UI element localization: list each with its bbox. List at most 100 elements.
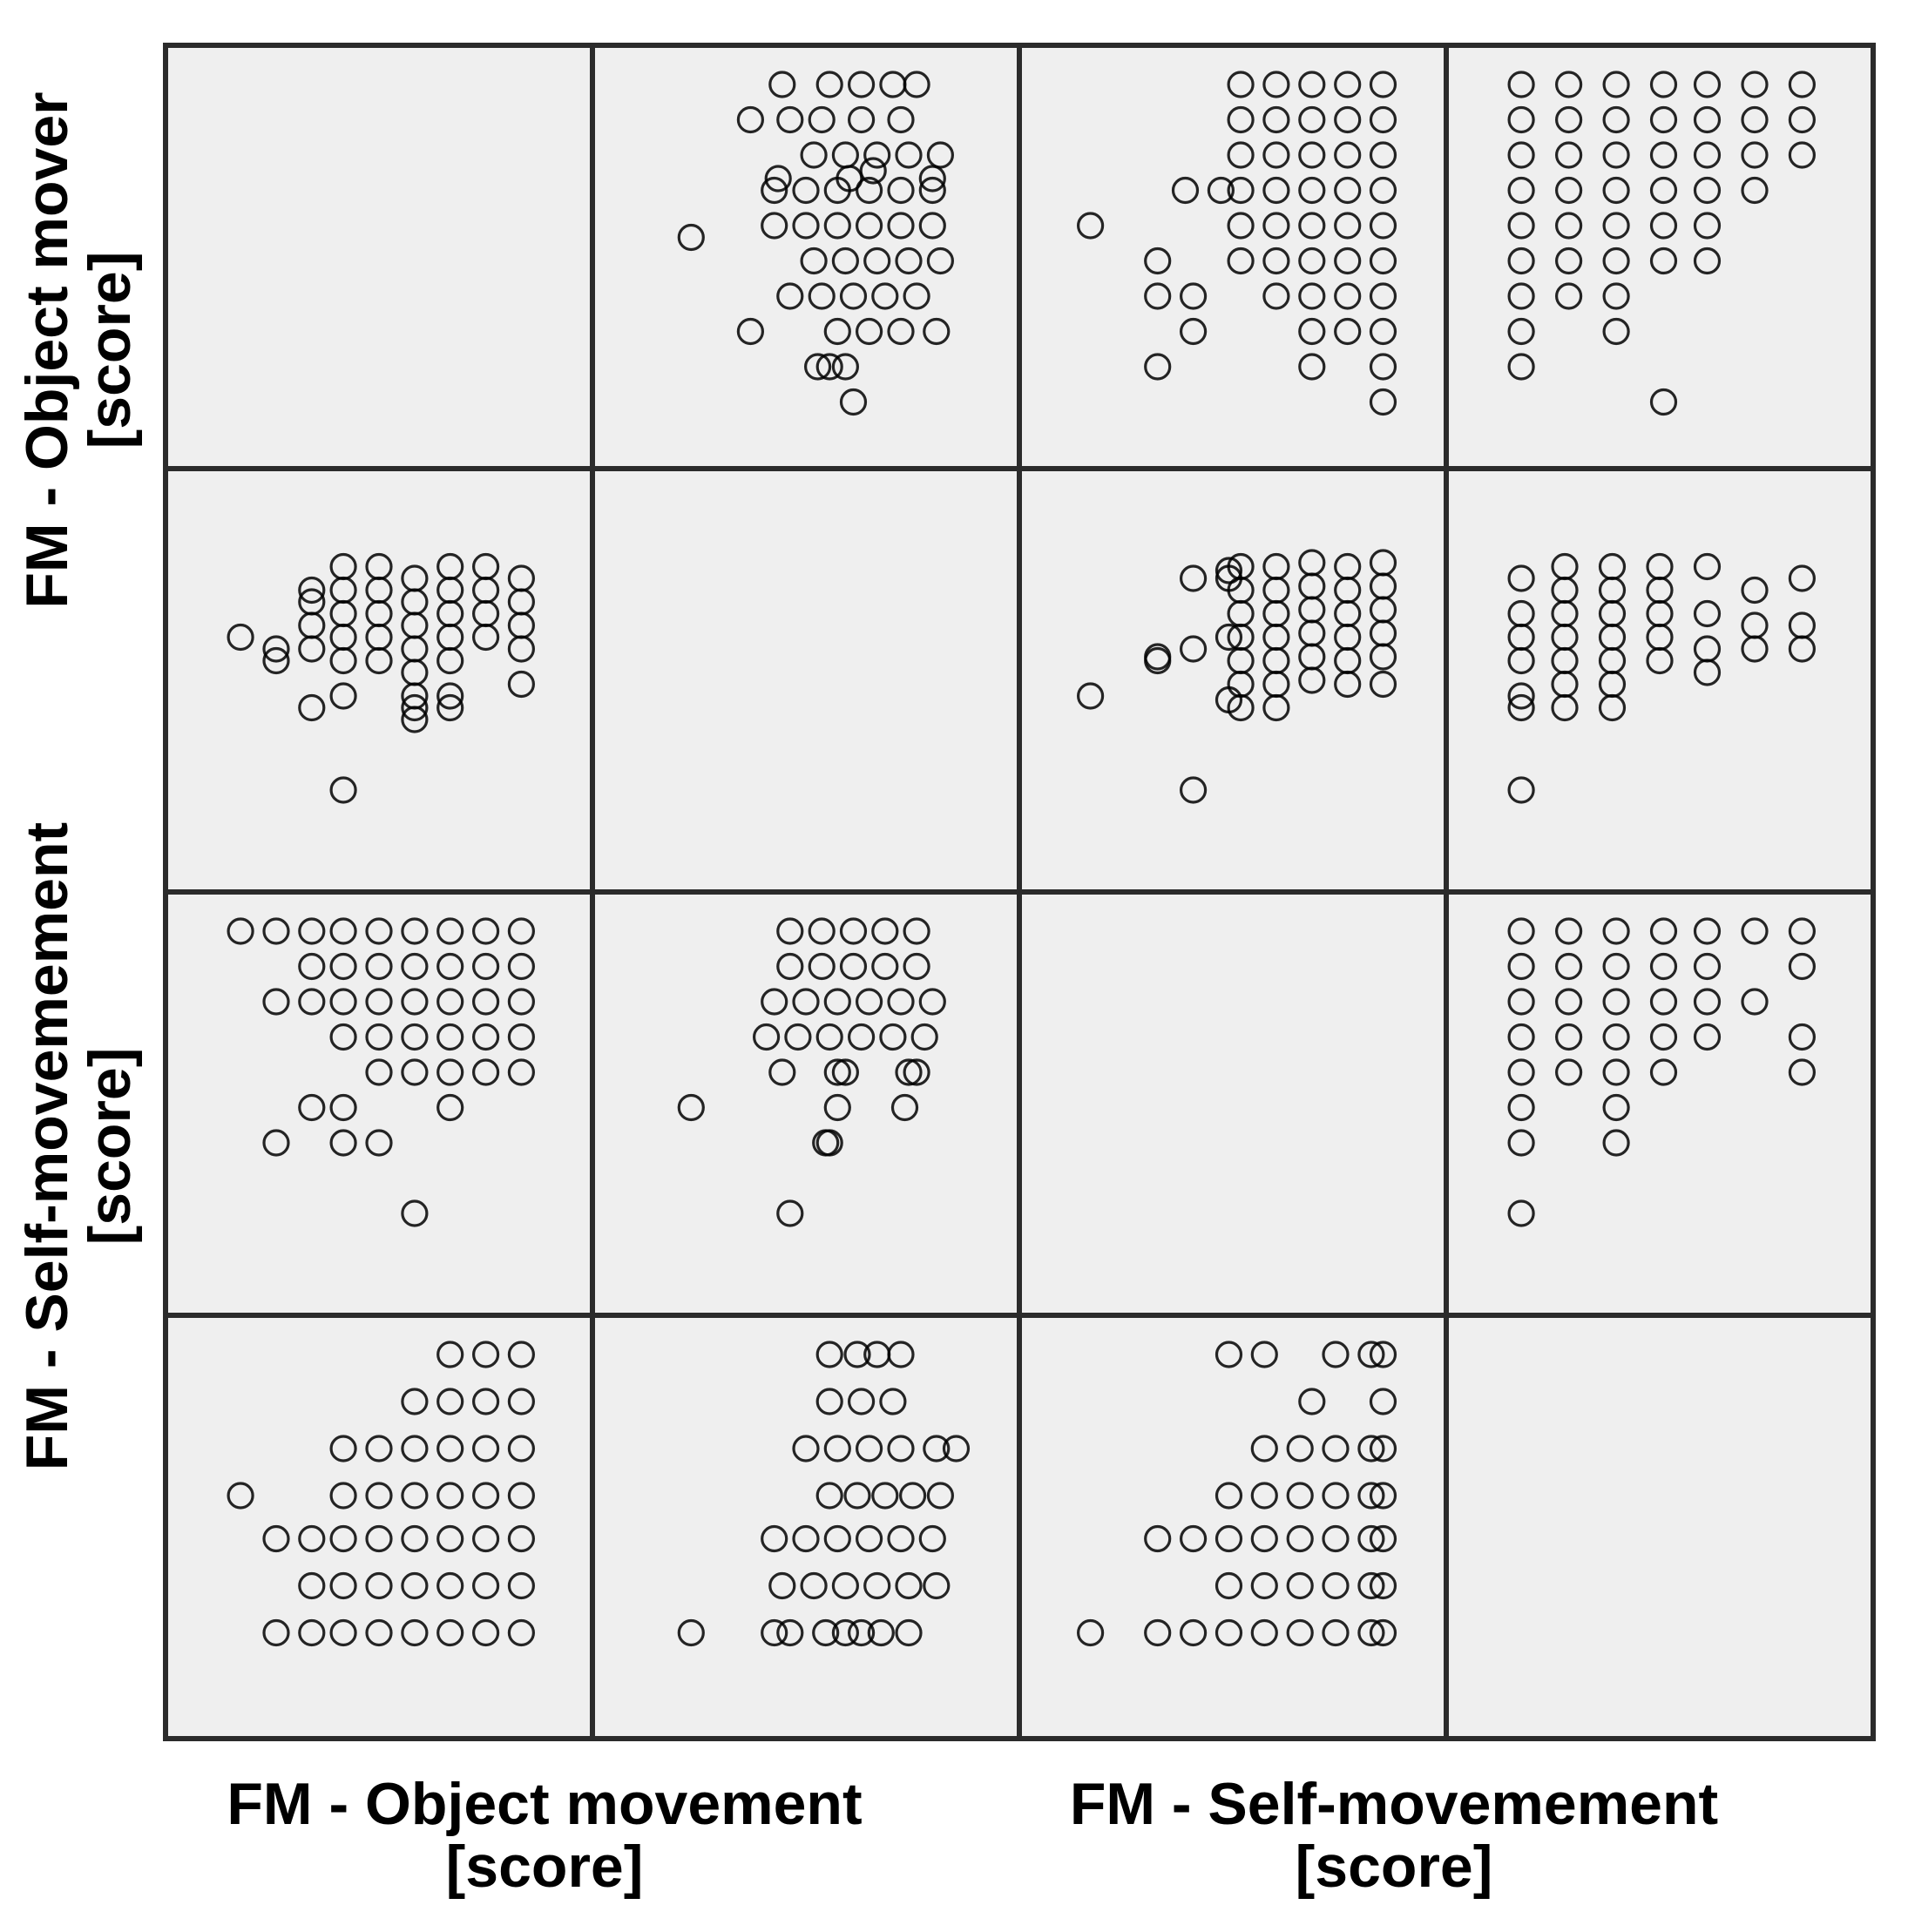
panel-points-r1-c2 — [1076, 549, 1397, 804]
data-point — [1144, 1618, 1172, 1647]
data-point — [1144, 247, 1172, 275]
data-point — [1286, 1571, 1314, 1600]
data-point — [1322, 1571, 1350, 1600]
data-point — [1554, 952, 1583, 981]
data-point — [365, 1023, 393, 1051]
data-point — [843, 1341, 871, 1368]
data-point — [1227, 141, 1255, 169]
data-point — [507, 988, 536, 1016]
matrix-frame — [163, 43, 1876, 1741]
panel-points-r3-c0 — [227, 1341, 536, 1647]
data-point — [329, 1435, 357, 1463]
data-point — [436, 1093, 464, 1122]
data-point — [1298, 282, 1326, 310]
data-point — [1357, 1435, 1385, 1463]
data-point — [401, 917, 429, 945]
data-point — [839, 952, 868, 981]
data-point — [1144, 643, 1172, 671]
data-point — [1334, 141, 1362, 169]
data-point — [298, 952, 326, 981]
data-point — [903, 282, 930, 310]
data-point — [1554, 1058, 1583, 1086]
data-point — [1649, 105, 1678, 134]
data-point — [1369, 1618, 1397, 1647]
x-axis-title-object-movement: FM - Object movement [score] — [152, 1773, 937, 1898]
data-point — [1214, 623, 1243, 652]
data-point — [1286, 1435, 1314, 1463]
data-point — [839, 282, 868, 310]
data-point — [1214, 1618, 1243, 1647]
data-point — [890, 1093, 919, 1122]
data-point — [329, 1023, 357, 1051]
data-point — [329, 1482, 357, 1510]
data-point — [262, 635, 290, 663]
data-point — [1554, 141, 1583, 169]
data-point — [1788, 1058, 1816, 1086]
data-point — [887, 317, 915, 346]
data-point — [1298, 141, 1326, 169]
data-point — [262, 988, 290, 1016]
data-point — [867, 1618, 895, 1647]
data-point — [401, 1618, 429, 1647]
data-point — [855, 988, 883, 1016]
data-point — [1602, 317, 1630, 346]
data-point — [776, 952, 804, 981]
data-point — [1693, 599, 1722, 628]
data-point — [436, 1058, 464, 1086]
data-point — [329, 1618, 357, 1647]
data-point — [1507, 693, 1535, 722]
data-point — [792, 176, 820, 205]
data-point — [365, 646, 393, 675]
data-point — [471, 1058, 500, 1086]
data-point — [1286, 1618, 1314, 1647]
panels — [166, 45, 1873, 1739]
data-point — [1214, 1341, 1243, 1368]
data-point — [1179, 564, 1208, 592]
data-point — [1144, 353, 1172, 381]
data-point — [768, 1058, 796, 1086]
data-point — [1693, 212, 1722, 240]
data-point — [1507, 176, 1535, 205]
data-point — [1298, 212, 1326, 240]
x-axis-title-line1: FM - Self-movemement — [1069, 1771, 1719, 1837]
data-point — [471, 1482, 500, 1510]
data-point — [1250, 1618, 1278, 1647]
data-point — [507, 952, 536, 981]
x-axis-title-line1: FM - Object movement — [227, 1771, 863, 1837]
data-point — [815, 1341, 843, 1368]
data-point — [1602, 212, 1630, 240]
data-point — [1693, 917, 1722, 945]
data-point — [803, 353, 832, 381]
data-point — [1369, 1482, 1397, 1510]
data-point — [1649, 988, 1678, 1016]
data-point — [761, 988, 788, 1016]
data-point — [1322, 1524, 1350, 1553]
data-point — [761, 176, 788, 205]
data-point — [471, 917, 500, 945]
data-point — [1369, 176, 1397, 205]
data-point — [1227, 247, 1255, 275]
data-point — [1262, 212, 1290, 240]
data-point — [895, 247, 923, 275]
data-point — [1602, 141, 1630, 169]
panel-points-r2-c1 — [677, 917, 946, 1227]
data-point — [1554, 1023, 1583, 1051]
data-point — [1369, 1341, 1397, 1368]
data-point — [1602, 282, 1630, 310]
data-point — [768, 71, 796, 98]
data-point — [1076, 1618, 1105, 1647]
data-point — [1227, 105, 1255, 134]
data-point — [895, 1571, 923, 1600]
data-point — [1298, 247, 1326, 275]
data-point — [1214, 1482, 1243, 1510]
data-point — [1369, 670, 1397, 699]
data-point — [847, 1023, 876, 1051]
data-point — [436, 952, 464, 981]
data-point — [365, 1482, 393, 1510]
panel-r1-c2 — [1019, 469, 1446, 892]
data-point — [1507, 776, 1535, 804]
data-point — [1369, 388, 1397, 416]
data-point — [471, 1388, 500, 1415]
data-point — [1693, 176, 1722, 205]
